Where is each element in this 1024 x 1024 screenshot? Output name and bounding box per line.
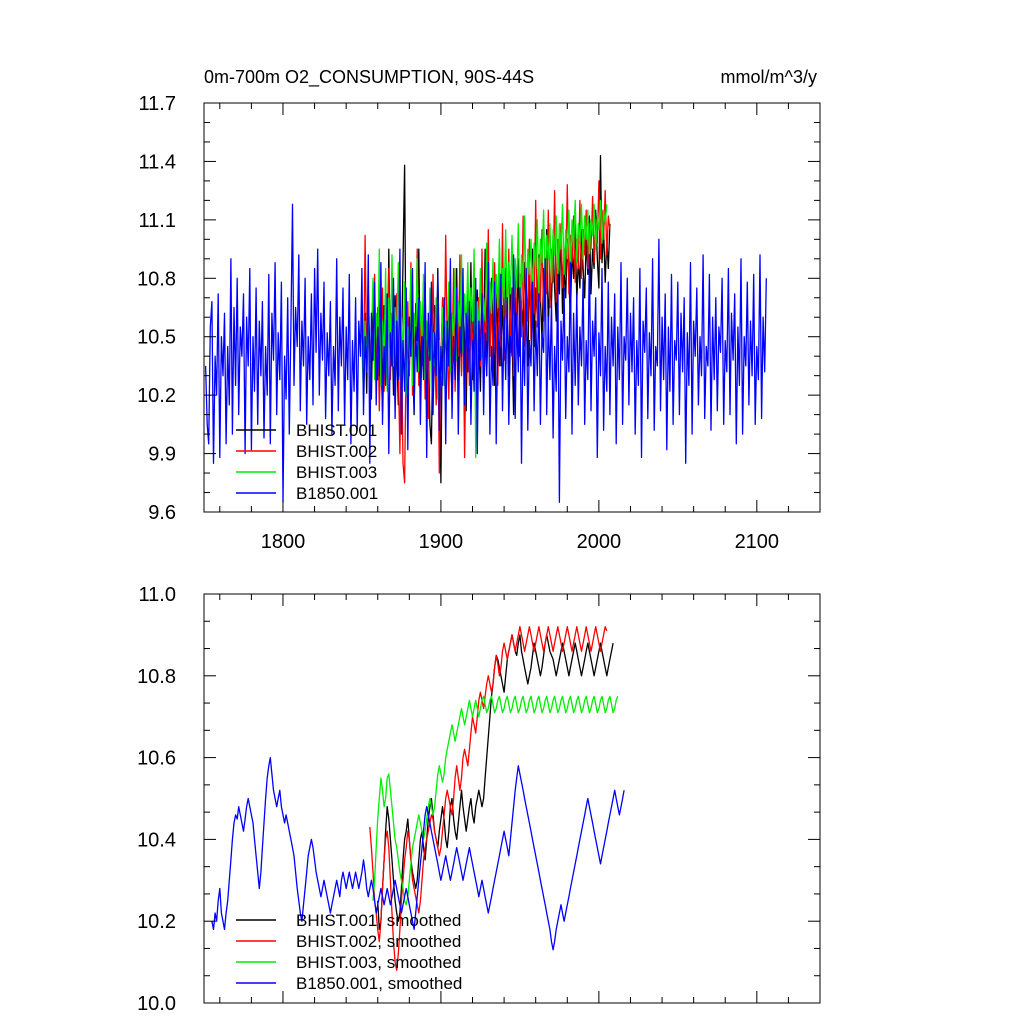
chart-1-ytick-label: 10.8: [137, 268, 176, 290]
chart-1-series-line-4: [204, 203, 767, 503]
chart-1-ytick-label: 9.9: [148, 444, 176, 466]
chart-2-ytick-label: 11.0: [139, 584, 176, 606]
chart-2-frame: [203, 593, 821, 1004]
chart-2-legend-label-3: BHIST.003, smoothed: [296, 953, 461, 972]
chart-1-xtick-label: 1800: [261, 531, 306, 553]
chart-2-legend-label-1: BHIST.001, smoothed: [296, 911, 461, 930]
chart-2-series-line-2: [369, 626, 608, 971]
chart-1-xtick-label: 2100: [735, 531, 780, 553]
chart-1-plot-area: [204, 154, 767, 503]
chart-1-legend-label-4: B1850.001: [296, 484, 378, 503]
chart-1-xtick-label: 1900: [419, 531, 464, 553]
chart-1-legend-label-1: BHIST.001: [296, 421, 377, 440]
chart-1-legend-label-3: BHIST.003: [296, 463, 377, 482]
chart-2-ytick-label: 10.6: [137, 748, 176, 770]
chart-1-legend-label-2: BHIST.002: [296, 442, 377, 461]
chart-2-legend-label-2: BHIST.002, smoothed: [296, 932, 461, 951]
chart-2-legend-label-4: B1850.001, smoothed: [296, 974, 462, 993]
chart-1-ytick-label: 10.5: [137, 327, 176, 349]
chart-1-xtick-label: 2000: [577, 531, 622, 553]
chart-2-series-line-3: [372, 695, 619, 906]
chart-2-ytick-label: 10.4: [137, 829, 176, 851]
chart-2-ytick-label: 10.8: [137, 666, 176, 688]
chart-1-frame: [203, 102, 821, 513]
chart-1-units: mmol/m^3/y: [721, 67, 817, 87]
chart-1-ytick-label: 11.4: [139, 151, 176, 173]
chart-2-ytick-label: 10.2: [137, 911, 176, 933]
chart-1-ytick-label: 10.2: [137, 385, 176, 407]
chart-2-ytick-label: 10.0: [137, 993, 176, 1015]
chart-2-plot-area: [211, 626, 625, 971]
chart-1-title: 0m-700m O2_CONSUMPTION, 90S-44S: [204, 67, 534, 88]
chart-1-ytick-label: 11.7: [139, 93, 176, 115]
chart-1-ytick-label: 9.6: [148, 502, 176, 524]
chart-2-series-line-4: [211, 756, 625, 951]
chart-1-series-line-2: [361, 180, 611, 484]
chart-1-ytick-label: 11.1: [139, 210, 176, 232]
